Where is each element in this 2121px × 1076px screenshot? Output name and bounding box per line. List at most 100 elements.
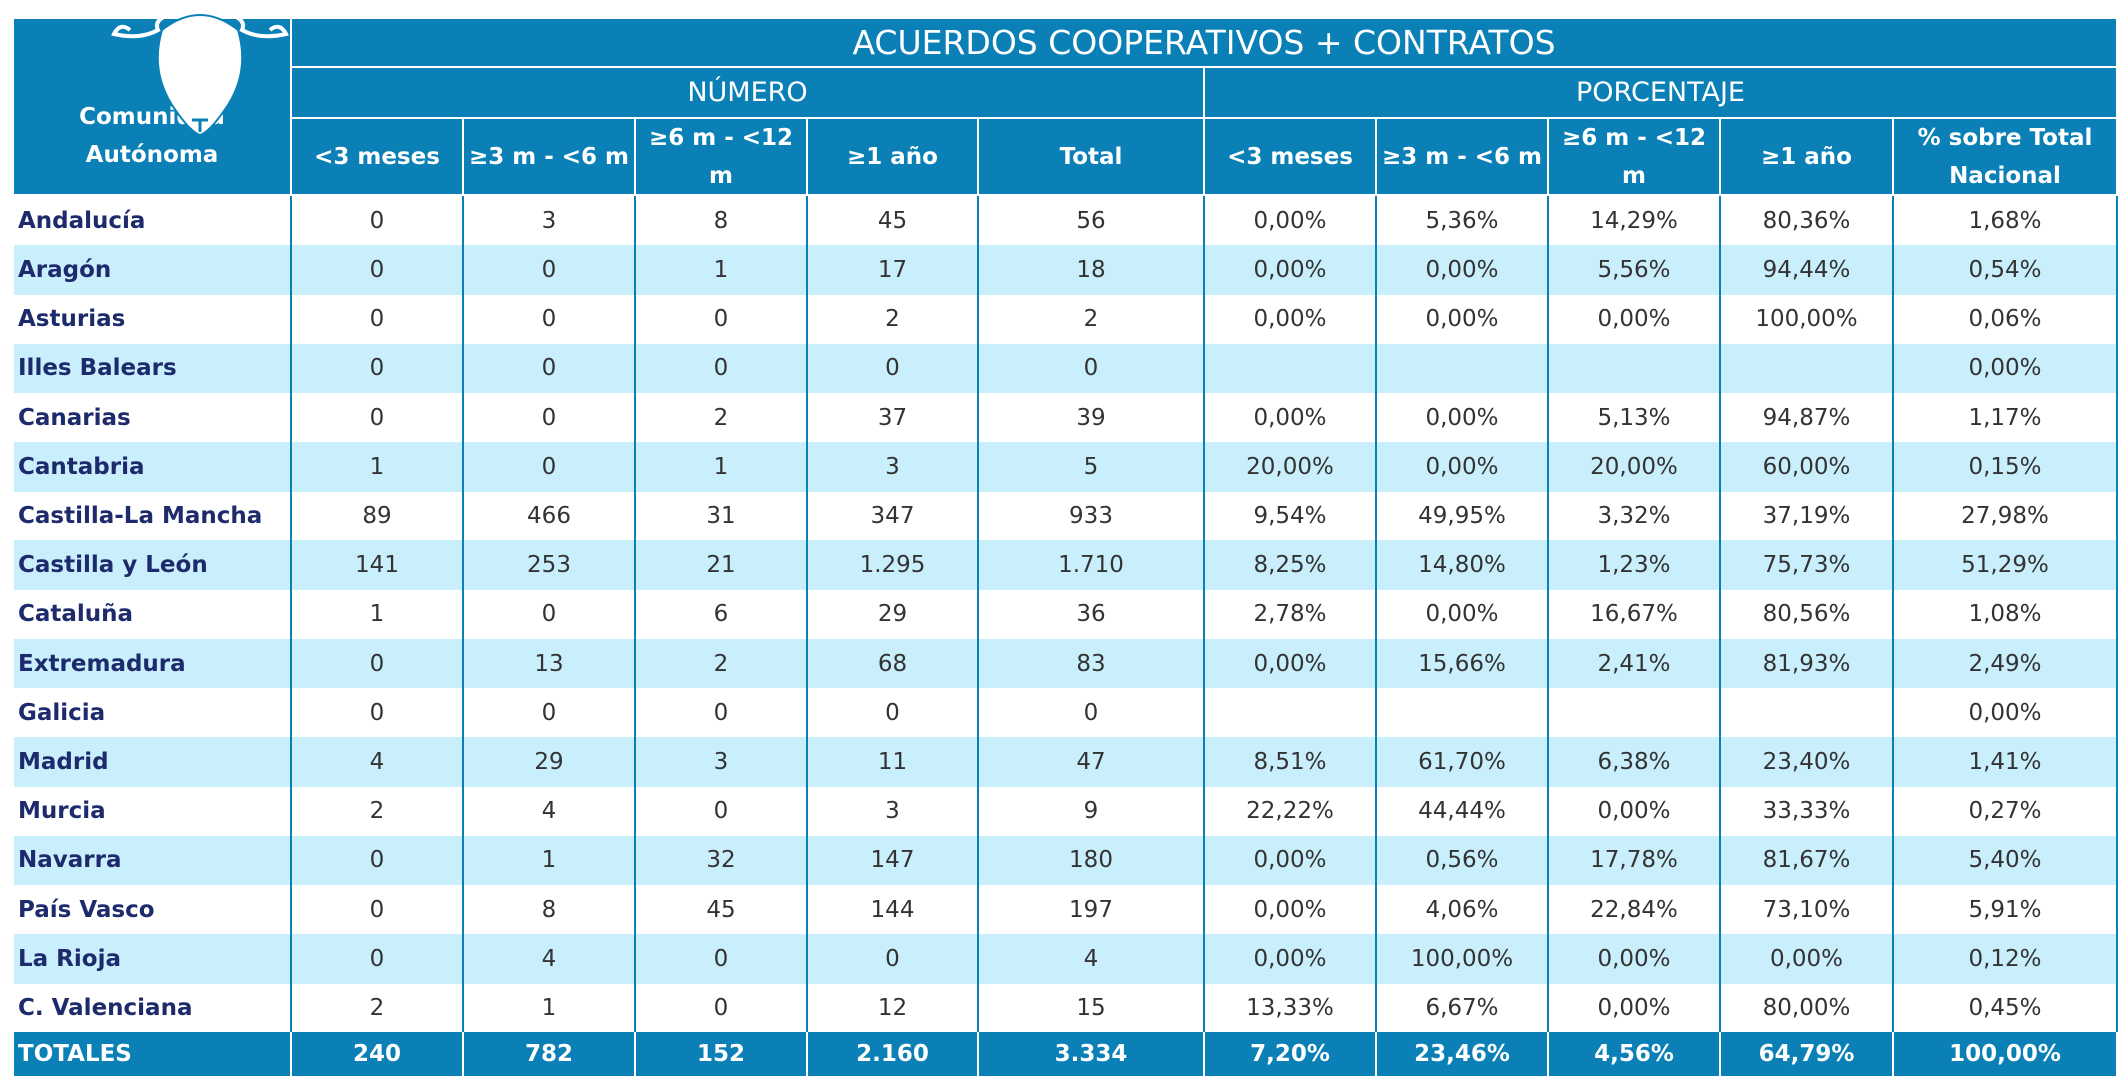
column-header: ≥3 m - <6 m — [1377, 119, 1549, 196]
table-cell: 0 — [292, 884, 464, 935]
table-cell: 0,00% — [1549, 983, 1721, 1033]
table-cell: 0,00% — [1894, 343, 2118, 394]
column-header: ≥3 m - <6 m — [464, 119, 636, 196]
row-label: Murcia — [14, 786, 292, 837]
table-cell: 1 — [464, 835, 636, 886]
column-header: Comunidad Autónoma — [14, 19, 292, 196]
table-cell: 61,70% — [1377, 737, 1549, 787]
group-header: PORCENTAJE — [1205, 68, 2118, 119]
table-cell: 5,56% — [1549, 245, 1721, 295]
table-cell — [1205, 343, 1377, 394]
table-cell: 80,36% — [1721, 196, 1894, 246]
table-cell: 2 — [636, 638, 808, 689]
table-cell: 45 — [808, 196, 979, 246]
row-label: Madrid — [14, 737, 292, 787]
table-cell: 1.295 — [808, 540, 979, 591]
table-cell: 8,25% — [1205, 540, 1377, 591]
table-cell: 0 — [292, 196, 464, 246]
table-cell: 0 — [636, 343, 808, 394]
table-cell: 0,00% — [1205, 196, 1377, 246]
column-header: ≥6 m - <12 m — [636, 119, 808, 196]
table-cell: 0,00% — [1205, 638, 1377, 689]
table-cell: 0 — [464, 343, 636, 394]
table-cell: 0 — [979, 688, 1205, 738]
table-cell: 3,32% — [1549, 491, 1721, 541]
row-label: Extremadura — [14, 638, 292, 689]
table-cell: 197 — [979, 884, 1205, 935]
totals-cell: 100,00% — [1894, 1032, 2118, 1076]
table-cell: 51,29% — [1894, 540, 2118, 591]
table-cell: 0,00% — [1377, 392, 1549, 443]
table-cell: 4 — [464, 786, 636, 837]
table-cell: 0 — [636, 294, 808, 345]
row-label: Canarias — [14, 392, 292, 443]
table-cell: 0,00% — [1721, 934, 1894, 984]
table-cell: 2,41% — [1549, 638, 1721, 689]
table-cell: 0 — [464, 688, 636, 738]
table-cell: 8,51% — [1205, 737, 1377, 787]
table-cell: 56 — [979, 196, 1205, 246]
table-cell: 0 — [636, 688, 808, 738]
table-cell: 12 — [808, 983, 979, 1033]
table-cell: 73,10% — [1721, 884, 1894, 935]
table-cell: 1 — [464, 983, 636, 1033]
table-cell: 49,95% — [1377, 491, 1549, 541]
table-cell: 21 — [636, 540, 808, 591]
table-cell — [1721, 343, 1894, 394]
row-label: Asturias — [14, 294, 292, 345]
table-cell — [1377, 343, 1549, 394]
totals-cell: 2.160 — [808, 1032, 979, 1076]
table-cell: 8 — [636, 196, 808, 246]
table-cell: 347 — [808, 491, 979, 541]
totals-cell: 64,79% — [1721, 1032, 1894, 1076]
table-cell: 5,91% — [1894, 884, 2118, 935]
table-cell: 0 — [292, 392, 464, 443]
table-cell: 3 — [464, 196, 636, 246]
table-cell: 94,44% — [1721, 245, 1894, 295]
table-cell: 68 — [808, 638, 979, 689]
column-header: ≥1 año — [808, 119, 979, 196]
table-cell: 33,33% — [1721, 786, 1894, 837]
table-cell: 20,00% — [1205, 442, 1377, 492]
table-cell: 0 — [292, 343, 464, 394]
table-cell: 0 — [464, 245, 636, 295]
totals-cell: 152 — [636, 1032, 808, 1076]
table-cell: 0 — [292, 245, 464, 295]
table-cell: 1,68% — [1894, 196, 2118, 246]
table-cell: 1 — [636, 442, 808, 492]
column-header: % sobre Total Nacional — [1894, 119, 2118, 196]
table-cell: 1.710 — [979, 540, 1205, 591]
table-cell: 0,54% — [1894, 245, 2118, 295]
totals-cell: 240 — [292, 1032, 464, 1076]
table-cell: 0,00% — [1377, 442, 1549, 492]
row-label: Castilla-La Mancha — [14, 491, 292, 541]
table-cell — [1549, 688, 1721, 738]
table-cell: 0 — [808, 934, 979, 984]
row-label: País Vasco — [14, 884, 292, 935]
table-cell: 0 — [292, 835, 464, 886]
table-cell: 47 — [979, 737, 1205, 787]
table-cell: 9,54% — [1205, 491, 1377, 541]
table-cell: 4,06% — [1377, 884, 1549, 935]
table-cell: 15 — [979, 983, 1205, 1033]
table-cell: 2 — [292, 786, 464, 837]
table-cell: 14,29% — [1549, 196, 1721, 246]
row-label: Andalucía — [14, 196, 292, 246]
table-cell: 3 — [808, 442, 979, 492]
table-cell: 4 — [979, 934, 1205, 984]
table-cell: 6 — [636, 589, 808, 640]
table-cell: 6,38% — [1549, 737, 1721, 787]
totals-cell: 7,20% — [1205, 1032, 1377, 1076]
column-header: ≥1 año — [1721, 119, 1894, 196]
table-cell — [1549, 343, 1721, 394]
table-cell: 144 — [808, 884, 979, 935]
table-cell: 39 — [979, 392, 1205, 443]
table-cell: 0,00% — [1205, 294, 1377, 345]
table-cell: 0,06% — [1894, 294, 2118, 345]
column-header: <3 meses — [292, 119, 464, 196]
table-cell: 94,87% — [1721, 392, 1894, 443]
table-cell: 45 — [636, 884, 808, 935]
table-cell: 0,15% — [1894, 442, 2118, 492]
table-cell: 1,41% — [1894, 737, 2118, 787]
